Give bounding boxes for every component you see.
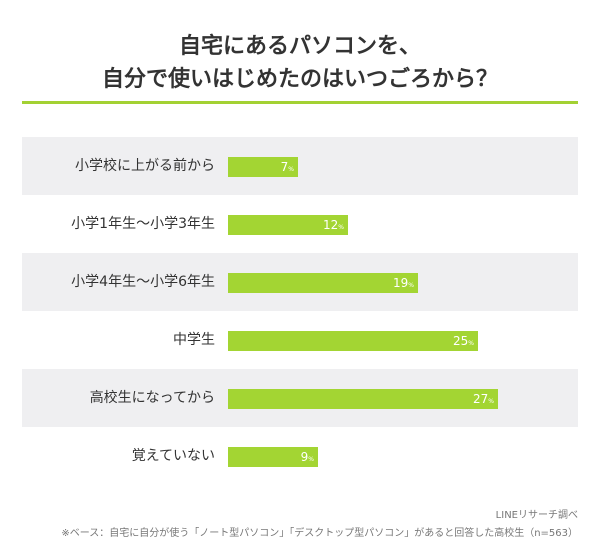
title-divider — [22, 101, 578, 104]
data-label-unit: % — [408, 282, 414, 289]
chart-row: 小学1年生〜小学3年生 12% — [22, 195, 578, 253]
category-label: 小学校に上がる前から — [75, 158, 215, 174]
bar — [228, 331, 478, 351]
chart-row: 中学生 25% — [22, 311, 578, 369]
category-label: 高校生になってから — [89, 390, 215, 406]
data-label-unit: % — [338, 224, 344, 231]
chart-row: 小学4年生〜小学6年生 19% — [22, 253, 578, 311]
data-label-value: 9 — [300, 450, 309, 464]
data-label-value: 27 — [473, 392, 489, 406]
data-label-value: 19 — [393, 276, 409, 290]
bar — [228, 447, 318, 467]
chart-title: 自宅にあるパソコンを、 自分で使いはじめたのはいつごろから？ — [0, 30, 600, 96]
bar — [228, 389, 498, 409]
data-label: 12% — [228, 215, 344, 235]
data-label: 7% — [228, 157, 294, 177]
category-label: 中学生 — [173, 332, 215, 348]
bar — [228, 215, 348, 235]
base-footnote: ※ベース：自宅に自分が使う「ノート型パソコン」「デスクトップ型パソコン」があると… — [61, 528, 578, 539]
data-label-unit: % — [468, 340, 474, 347]
bar — [228, 273, 418, 293]
data-label-unit: % — [308, 456, 314, 463]
data-label-value: 12 — [323, 218, 339, 232]
chart-row: 高校生になってから 27% — [22, 369, 578, 427]
data-label-unit: % — [488, 398, 494, 405]
data-label: 27% — [228, 389, 494, 409]
category-label: 覚えていない — [131, 448, 215, 464]
chart-row: 覚えていない 9% — [22, 427, 578, 485]
data-label: 25% — [228, 331, 474, 351]
bar — [228, 157, 298, 177]
data-label-value: 25 — [453, 334, 469, 348]
chart-title-line-1: 自宅にあるパソコンを、 — [178, 34, 421, 59]
data-label-unit: % — [288, 166, 294, 173]
category-label: 小学4年生〜小学6年生 — [71, 274, 215, 290]
bar-chart: 小学校に上がる前から 7% 小学1年生〜小学3年生 12% 小学4年生〜小学6年生 19%… — [22, 137, 578, 489]
data-label-value: 7 — [280, 160, 289, 174]
source-note: LINEリサーチ調べ — [495, 510, 578, 521]
data-label: 9% — [228, 447, 314, 467]
chart-row: 小学校に上がる前から 7% — [22, 137, 578, 195]
data-label: 19% — [228, 273, 414, 293]
category-label: 小学1年生〜小学3年生 — [71, 216, 215, 232]
chart-title-line-2: 自分で使いはじめたのはいつごろから？ — [101, 67, 498, 92]
